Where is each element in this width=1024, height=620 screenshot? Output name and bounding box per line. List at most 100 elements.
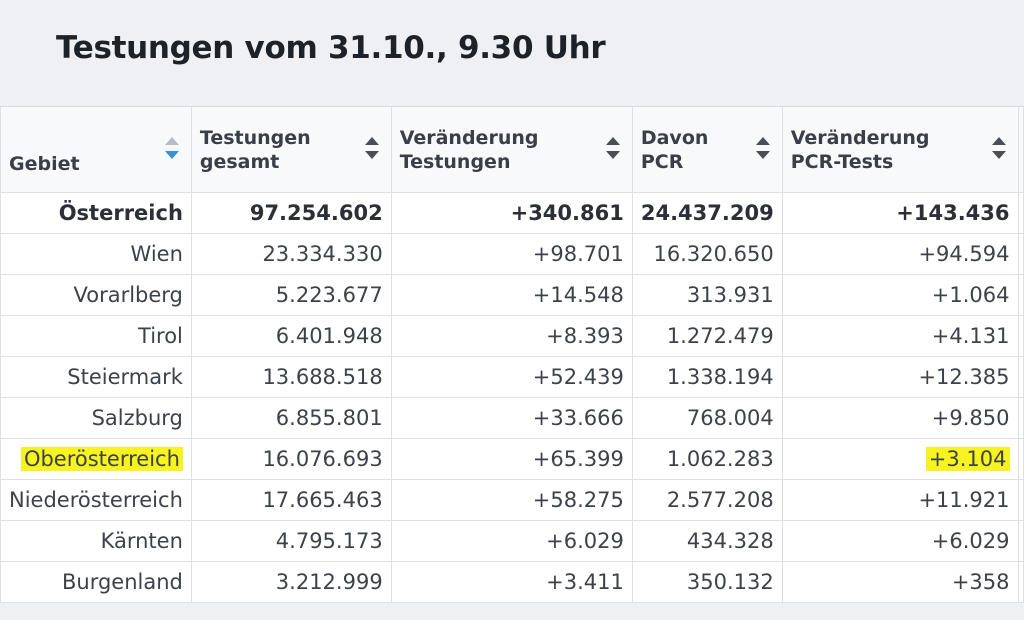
overflow-column-stub [1017,520,1024,562]
tests-total-cell: 23.334.330 [190,233,392,275]
table-row: Kärnten 4.795.173 +6.029 434.328 +6.029 [0,520,1024,562]
pcr-total-cell-value: 1.272.479 [666,324,774,348]
tests-total-cell-value: 5.223.677 [275,283,383,307]
overflow-column-stub [1017,561,1024,603]
overflow-column-stub [1017,397,1024,439]
sort-icon[interactable] [164,137,179,159]
sort-icon[interactable] [991,137,1006,159]
pcr-total-cell: 434.328 [631,520,783,562]
table-row: Burgenland 3.212.999 +3.411 350.132 +358 [0,561,1024,603]
tests-change-cell: +58.275 [390,479,633,521]
tests-change-cell-value: +58.275 [532,488,624,512]
tests-change-cell: +340.861 [390,192,633,234]
tests-change-cell-value: +8.393 [546,324,624,348]
tests-total-cell-value: 23.334.330 [262,242,383,266]
region-cell: Oberösterreich [0,438,192,480]
overflow-column-stub [1017,315,1024,357]
pcr-change-cell: +94.594 [781,233,1019,275]
overflow-column-stub [1017,274,1024,316]
pcr-total-cell: 350.132 [631,561,783,603]
table-row: Salzburg 6.855.801 +33.666 768.004 +9.850 [0,397,1024,439]
pcr-change-cell-value: +94.594 [918,242,1010,266]
column-header-veraenderung-pcr-tests[interactable]: Veränderung PCR-Tests [781,106,1019,193]
tests-change-cell: +65.399 [390,438,633,480]
pcr-change-cell: +4.131 [781,315,1019,357]
pcr-change-cell-value: +3.104 [925,447,1010,471]
region-cell-value: Niederösterreich [9,488,183,512]
pcr-change-cell-value: +9.850 [931,406,1010,430]
tests-total-cell-value: 4.795.173 [275,529,383,553]
pcr-total-cell-value: 1.338.194 [666,365,774,389]
tests-total-cell-value: 3.212.999 [275,570,383,594]
pcr-total-cell: 24.437.209 [631,192,783,234]
column-header-davon-pcr[interactable]: Davon PCR [631,106,783,193]
tests-total-cell-value: 17.665.463 [262,488,383,512]
table-row: Österreich 97.254.602 +340.861 24.437.209 +1… [0,192,1024,234]
data-table: Gebiet Testungen gesamt Veränderung Test… [0,106,1024,603]
table-row: Wien 23.334.330 +98.701 16.320.650 +94.594 [0,233,1024,275]
tests-change-cell: +33.666 [390,397,633,439]
region-cell-value: Tirol [138,324,183,348]
region-cell: Burgenland [0,561,192,603]
region-cell-value: Burgenland [62,570,183,594]
column-header-testungen-gesamt[interactable]: Testungen gesamt [190,106,392,193]
overflow-column-stub [1017,233,1024,275]
tests-total-cell: 13.688.518 [190,356,392,398]
tests-change-cell: +8.393 [390,315,633,357]
tests-total-cell: 17.665.463 [190,479,392,521]
pcr-total-cell-value: 24.437.209 [640,201,774,225]
overflow-column-stub [1017,106,1024,193]
tests-change-cell-value: +33.666 [532,406,624,430]
tests-change-cell-value: +65.399 [532,447,624,471]
region-cell: Steiermark [0,356,192,398]
column-header-label: Veränderung Testungen [399,126,539,173]
table-row: Vorarlberg 5.223.677 +14.548 313.931 +1.064 [0,274,1024,316]
tests-change-cell: +52.439 [390,356,633,398]
region-cell-value: Oberösterreich [20,447,183,471]
pcr-total-cell: 313.931 [631,274,783,316]
region-cell-value: Salzburg [91,406,183,430]
pcr-total-cell: 768.004 [631,397,783,439]
tests-change-cell: +14.548 [390,274,633,316]
pcr-change-cell: +358 [781,561,1019,603]
pcr-change-cell-value: +12.385 [918,365,1010,389]
pcr-total-cell: 1.272.479 [631,315,783,357]
tests-change-cell-value: +3.411 [546,570,624,594]
pcr-change-cell-value: +1.064 [931,283,1010,307]
sort-icon[interactable] [364,137,379,159]
tests-change-cell-value: +98.701 [532,242,624,266]
tests-total-cell-value: 6.855.801 [275,406,383,430]
pcr-change-cell: +12.385 [781,356,1019,398]
tests-change-cell-value: +52.439 [532,365,624,389]
pcr-change-cell-value: +358 [951,570,1010,594]
table-row: Oberösterreich 16.076.693 +65.399 1.062.283… [0,438,1024,480]
column-header-label: Testungen gesamt [199,126,311,173]
tests-total-cell: 4.795.173 [190,520,392,562]
tests-total-cell-value: 97.254.602 [249,201,383,225]
pcr-total-cell: 1.338.194 [631,356,783,398]
sort-icon[interactable] [755,137,770,159]
region-cell-value: Wien [130,242,183,266]
pcr-change-cell-value: +143.436 [896,201,1010,225]
region-cell: Tirol [0,315,192,357]
overflow-column-stub [1017,356,1024,398]
table-row: Tirol 6.401.948 +8.393 1.272.479 +4.131 [0,315,1024,357]
column-header-gebiet[interactable]: Gebiet [0,106,192,193]
pcr-total-cell: 1.062.283 [631,438,783,480]
pcr-total-cell: 2.577.208 [631,479,783,521]
pcr-change-cell: +1.064 [781,274,1019,316]
region-cell-value: Österreich [58,201,183,225]
table-body: Österreich 97.254.602 +340.861 24.437.209 +1… [0,192,1024,603]
pcr-change-cell: +9.850 [781,397,1019,439]
column-header-veraenderung-testungen[interactable]: Veränderung Testungen [390,106,633,193]
page-title: Testungen vom 31.10., 9.30 Uhr [56,30,606,66]
tests-total-cell-value: 16.076.693 [262,447,383,471]
tests-change-cell-value: +340.861 [510,201,624,225]
table-row: Steiermark 13.688.518 +52.439 1.338.194 +12.… [0,356,1024,398]
pcr-total-cell-value: 350.132 [686,570,774,594]
sort-icon[interactable] [605,137,620,159]
pcr-change-cell: +6.029 [781,520,1019,562]
tests-total-cell-value: 6.401.948 [275,324,383,348]
title-bar: Testungen vom 31.10., 9.30 Uhr [0,0,1024,106]
overflow-column-stub [1017,479,1024,521]
